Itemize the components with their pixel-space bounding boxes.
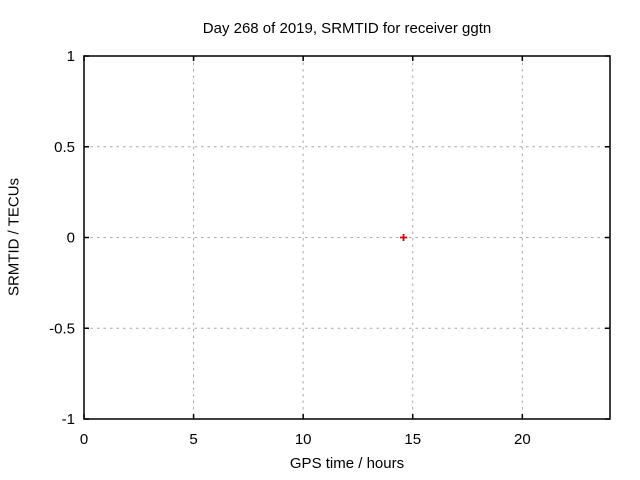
y-tick-label: -0.5 xyxy=(49,320,75,337)
x-tick-label: 20 xyxy=(514,431,531,448)
y-tick-label: 0 xyxy=(67,230,75,247)
chart-title: Day 268 of 2019, SRMTID for receiver ggt… xyxy=(202,20,492,37)
y-tick-label: -1 xyxy=(62,411,75,428)
x-axis-label: GPS time / hours xyxy=(289,455,405,472)
x-tick-label: 15 xyxy=(404,431,421,448)
y-tick-label: 1 xyxy=(67,48,75,65)
x-tick-label: 10 xyxy=(295,431,312,448)
x-tick-label: 0 xyxy=(80,431,88,448)
y-tick-label: 0.5 xyxy=(54,139,75,156)
x-tick-label: 5 xyxy=(189,431,197,448)
